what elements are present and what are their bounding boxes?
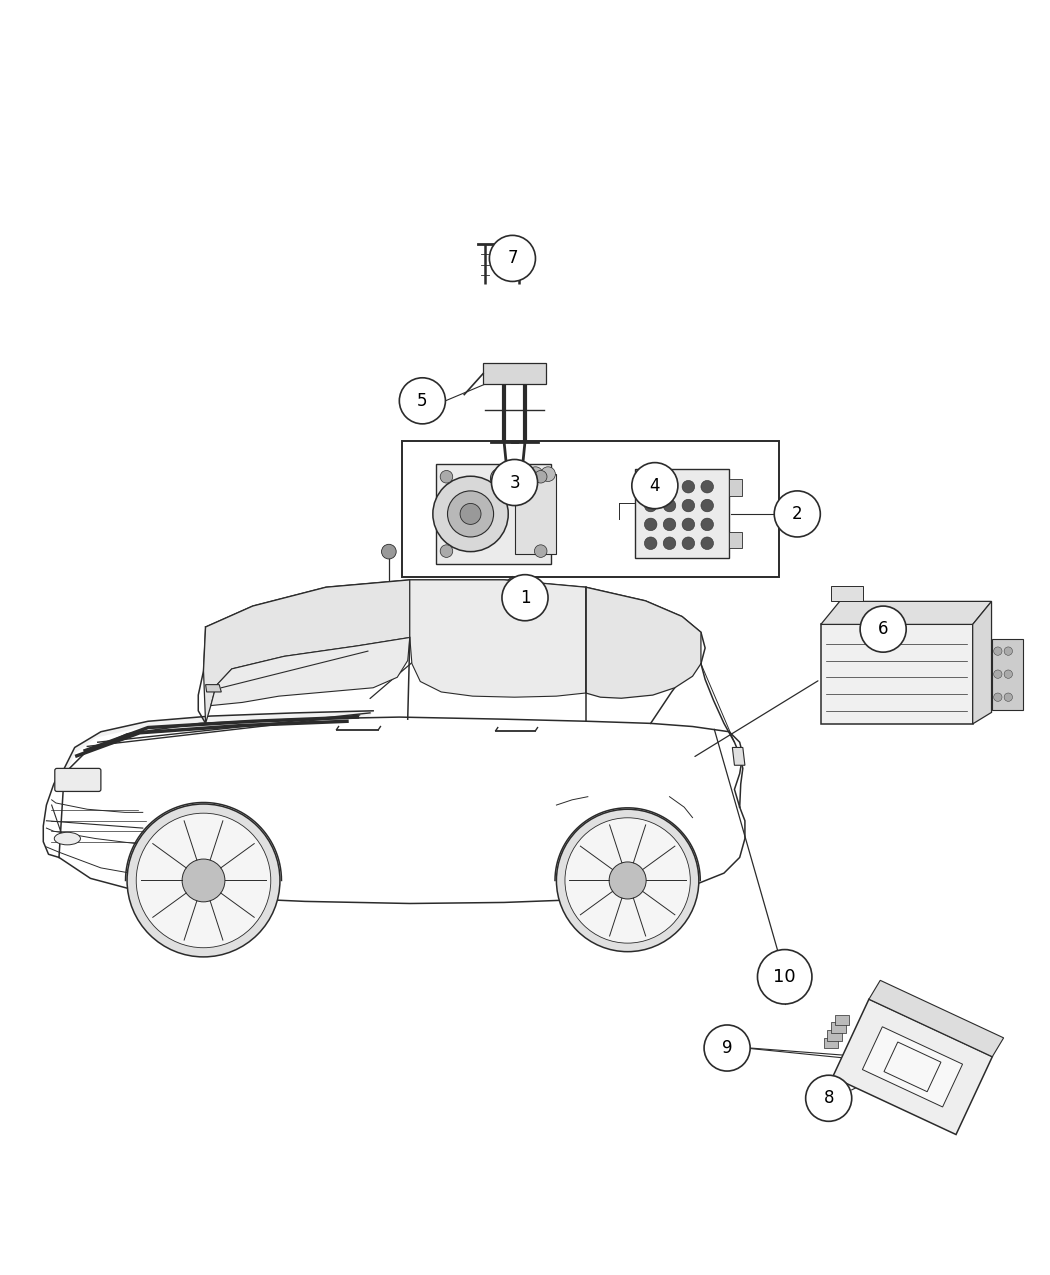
- Circle shape: [440, 470, 453, 483]
- FancyBboxPatch shape: [835, 1015, 849, 1025]
- Text: 5: 5: [417, 391, 427, 409]
- Circle shape: [502, 575, 548, 621]
- Circle shape: [541, 467, 555, 482]
- FancyBboxPatch shape: [729, 479, 741, 496]
- Circle shape: [682, 518, 695, 530]
- Polygon shape: [211, 638, 410, 705]
- Circle shape: [993, 694, 1002, 701]
- FancyBboxPatch shape: [483, 363, 546, 384]
- Circle shape: [127, 805, 280, 958]
- Text: 1: 1: [520, 589, 530, 607]
- Circle shape: [701, 518, 714, 530]
- Polygon shape: [821, 602, 991, 625]
- Circle shape: [182, 859, 225, 901]
- Circle shape: [682, 537, 695, 550]
- Polygon shape: [204, 580, 410, 723]
- Polygon shape: [862, 1026, 963, 1107]
- Circle shape: [489, 236, 536, 282]
- Circle shape: [491, 459, 538, 506]
- Circle shape: [609, 862, 646, 899]
- Polygon shape: [972, 602, 991, 724]
- Circle shape: [774, 491, 820, 537]
- Circle shape: [440, 544, 453, 557]
- FancyBboxPatch shape: [821, 625, 972, 724]
- Polygon shape: [586, 588, 701, 699]
- Circle shape: [701, 500, 714, 511]
- Circle shape: [860, 606, 906, 652]
- Text: 7: 7: [507, 250, 518, 268]
- Circle shape: [632, 463, 678, 509]
- FancyBboxPatch shape: [514, 474, 556, 553]
- Circle shape: [556, 810, 699, 951]
- Polygon shape: [833, 1000, 992, 1135]
- Polygon shape: [64, 710, 373, 774]
- FancyBboxPatch shape: [635, 469, 729, 558]
- FancyBboxPatch shape: [55, 769, 101, 792]
- Text: 6: 6: [878, 620, 888, 638]
- Circle shape: [645, 500, 657, 511]
- Circle shape: [664, 518, 676, 530]
- FancyBboxPatch shape: [827, 1030, 842, 1040]
- Circle shape: [490, 468, 511, 488]
- FancyBboxPatch shape: [729, 532, 741, 548]
- Circle shape: [565, 817, 690, 944]
- Circle shape: [682, 500, 695, 511]
- Circle shape: [645, 537, 657, 550]
- Circle shape: [534, 470, 547, 483]
- Polygon shape: [732, 747, 744, 765]
- Circle shape: [1004, 646, 1012, 655]
- Circle shape: [705, 1025, 750, 1071]
- Text: 10: 10: [774, 968, 796, 986]
- FancyBboxPatch shape: [831, 1023, 845, 1033]
- FancyBboxPatch shape: [436, 464, 551, 564]
- Text: 2: 2: [792, 505, 802, 523]
- Circle shape: [664, 481, 676, 493]
- Circle shape: [993, 669, 1002, 678]
- Circle shape: [433, 477, 508, 552]
- Ellipse shape: [55, 833, 81, 845]
- Circle shape: [136, 813, 271, 947]
- Circle shape: [528, 467, 543, 482]
- Circle shape: [664, 537, 676, 550]
- Polygon shape: [410, 580, 586, 697]
- Circle shape: [682, 481, 695, 493]
- Circle shape: [701, 537, 714, 550]
- Circle shape: [993, 646, 1002, 655]
- FancyBboxPatch shape: [832, 585, 863, 602]
- Circle shape: [399, 377, 445, 423]
- Circle shape: [664, 500, 676, 511]
- Circle shape: [757, 950, 812, 1003]
- Circle shape: [534, 544, 547, 557]
- Circle shape: [447, 491, 494, 537]
- Text: 3: 3: [509, 473, 520, 491]
- Polygon shape: [869, 980, 1004, 1057]
- Circle shape: [518, 468, 539, 488]
- Circle shape: [381, 544, 396, 558]
- Text: 4: 4: [650, 477, 660, 495]
- Polygon shape: [206, 685, 222, 692]
- Circle shape: [645, 481, 657, 493]
- FancyBboxPatch shape: [824, 1038, 839, 1048]
- Circle shape: [1004, 669, 1012, 678]
- Circle shape: [645, 518, 657, 530]
- Circle shape: [516, 467, 530, 482]
- FancyBboxPatch shape: [991, 639, 1023, 710]
- Circle shape: [701, 481, 714, 493]
- Circle shape: [460, 504, 481, 524]
- Text: 9: 9: [721, 1039, 732, 1057]
- Text: 8: 8: [823, 1089, 834, 1107]
- Circle shape: [805, 1075, 852, 1121]
- Circle shape: [1004, 694, 1012, 701]
